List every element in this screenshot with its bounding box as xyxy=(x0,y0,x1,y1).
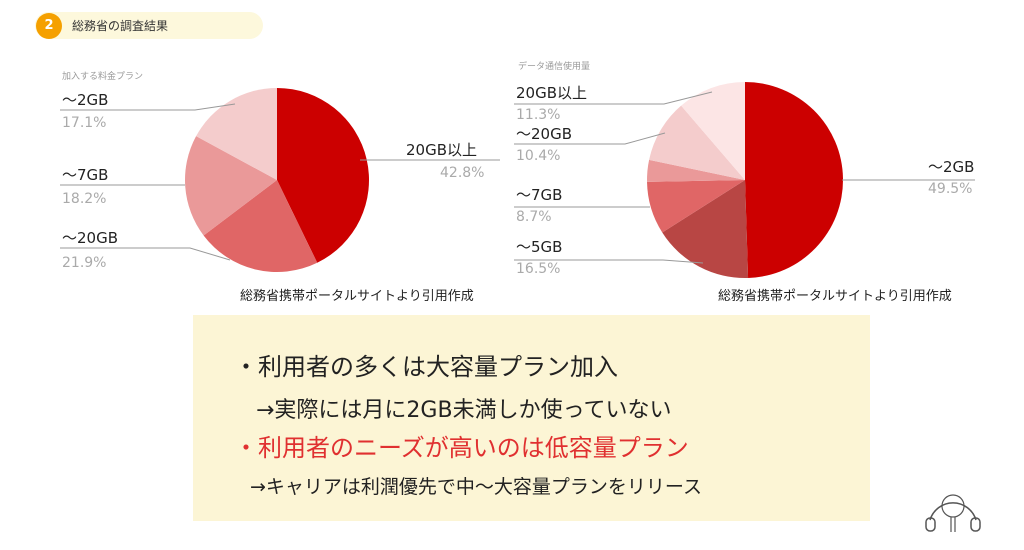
chart2-pct: 10.4% xyxy=(516,148,561,164)
leader-line xyxy=(514,132,666,145)
chart1-label: 20GB以上 xyxy=(406,141,478,159)
chart1-title: 加入する料金プラン xyxy=(62,72,144,82)
summary-box xyxy=(193,315,870,521)
chart2-label: 〜20GB xyxy=(516,125,573,143)
chart1-label: 〜2GB xyxy=(62,91,109,109)
summary-arrow-1: →実際には月に2GB未満しか使っていない xyxy=(256,398,672,423)
chart2-label: 〜5GB xyxy=(516,238,563,256)
chart1-slice-1 xyxy=(203,180,318,272)
chart2-slice-2 xyxy=(647,180,745,233)
chart2-source: 総務省携帯ポータルサイトより引用作成 xyxy=(718,289,952,304)
chart2-pct: 8.7% xyxy=(516,209,552,225)
leader-line xyxy=(514,259,704,264)
chart1-pct: 42.8% xyxy=(440,165,485,181)
summary-bullet-2: ・利用者のニーズが高いのは低容量プラン xyxy=(234,434,689,462)
chart1-label: 〜20GB xyxy=(62,229,119,247)
chart2-slice-0 xyxy=(745,82,843,278)
chart2-slice-5 xyxy=(681,82,745,180)
chart1-pct: 17.1% xyxy=(62,115,107,131)
section-number-badge: 2 xyxy=(36,13,62,39)
chart1-slice-3 xyxy=(196,88,277,180)
chart2-pct: 16.5% xyxy=(516,261,561,277)
chart2-pct: 49.5% xyxy=(928,181,973,197)
chart1-source: 総務省携帯ポータルサイトより引用作成 xyxy=(240,289,474,304)
chart2-slice-1 xyxy=(662,180,749,278)
pie-charts xyxy=(60,82,975,278)
leader-line xyxy=(60,247,231,261)
chart1-pct: 18.2% xyxy=(62,191,107,207)
section-title: 総務省の調査結果 xyxy=(72,19,169,33)
chart1-slice-0 xyxy=(277,88,369,263)
chart1-label: 〜7GB xyxy=(62,166,109,184)
green-echoes-studio-logo xyxy=(925,494,981,532)
chart2-label: 〜2GB xyxy=(928,158,975,176)
chart2-label: 20GB以上 xyxy=(516,84,588,102)
chart2-title: データ通信使用量 xyxy=(518,62,591,72)
summary-bullet-1: ・利用者の多くは大容量プラン加入 xyxy=(234,353,618,381)
chart2-pct: 11.3% xyxy=(516,107,561,123)
chart2-label: 〜7GB xyxy=(516,186,563,204)
chart1-slice-2 xyxy=(184,136,277,236)
leader-line xyxy=(60,103,236,111)
section-header xyxy=(35,12,263,39)
leader-line xyxy=(514,91,713,105)
chart1-pct: 21.9% xyxy=(62,255,107,271)
chart2-slice-3 xyxy=(646,159,745,182)
chart2-slice-4 xyxy=(649,105,745,180)
summary-arrow-2: →キャリアは利潤優先で中〜大容量プランをリリース xyxy=(250,476,702,498)
